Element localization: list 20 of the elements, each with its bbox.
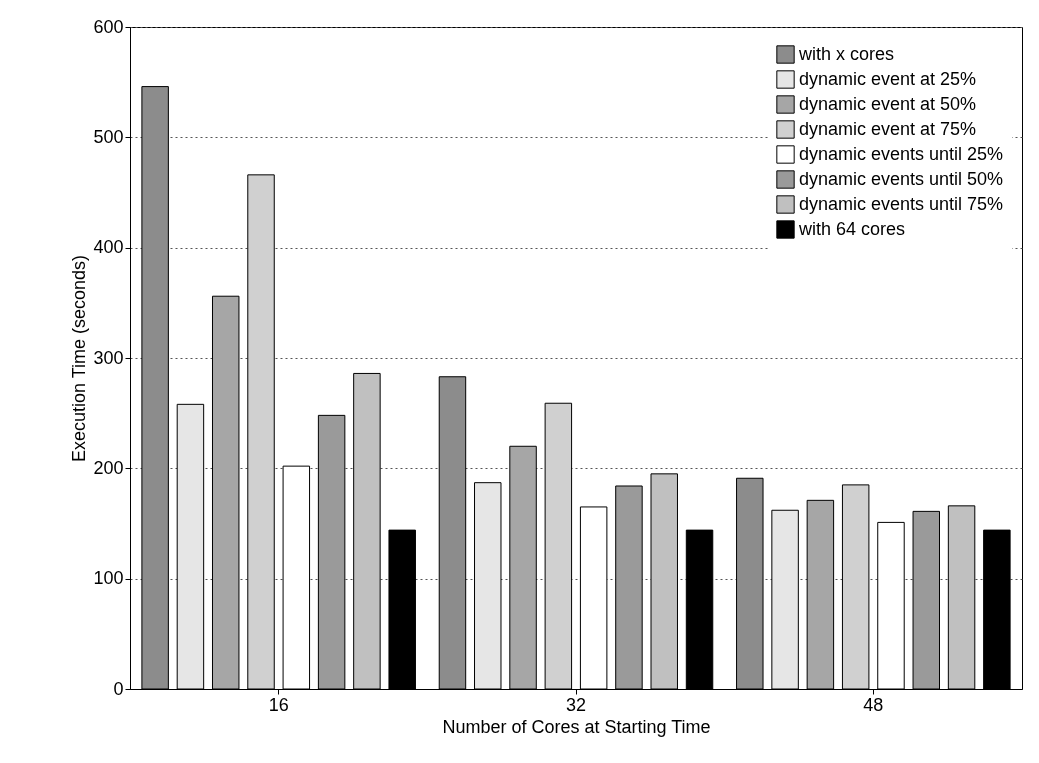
y-tick-label: 600	[93, 16, 124, 37]
legend-label: dynamic event at 50%	[799, 93, 977, 114]
x-tick-label: 48	[863, 694, 884, 715]
y-tick-label: 500	[93, 126, 124, 147]
x-axis-title: Number of Cores at Starting Time	[442, 716, 711, 737]
legend-label: dynamic event at 25%	[799, 68, 977, 89]
legend-label: dynamic events until 25%	[799, 143, 1004, 164]
legend-label: dynamic events until 50%	[799, 168, 1004, 189]
legend-label: dynamic event at 75%	[799, 118, 977, 139]
y-tick-label: 200	[93, 457, 124, 478]
x-tick-label: 32	[565, 694, 587, 715]
y-tick-label: 0	[113, 678, 124, 699]
y-tick-label: 300	[93, 347, 124, 368]
legend-label: with x cores	[798, 43, 895, 64]
legend-label: with 64 cores	[798, 218, 906, 239]
y-tick-label: 100	[93, 568, 124, 589]
y-tick-label: 400	[93, 237, 124, 258]
legend-label: dynamic events until 75%	[799, 193, 1004, 214]
y-axis-title: Execution Time (seconds)	[69, 254, 90, 463]
x-tick-label: 16	[268, 694, 289, 715]
